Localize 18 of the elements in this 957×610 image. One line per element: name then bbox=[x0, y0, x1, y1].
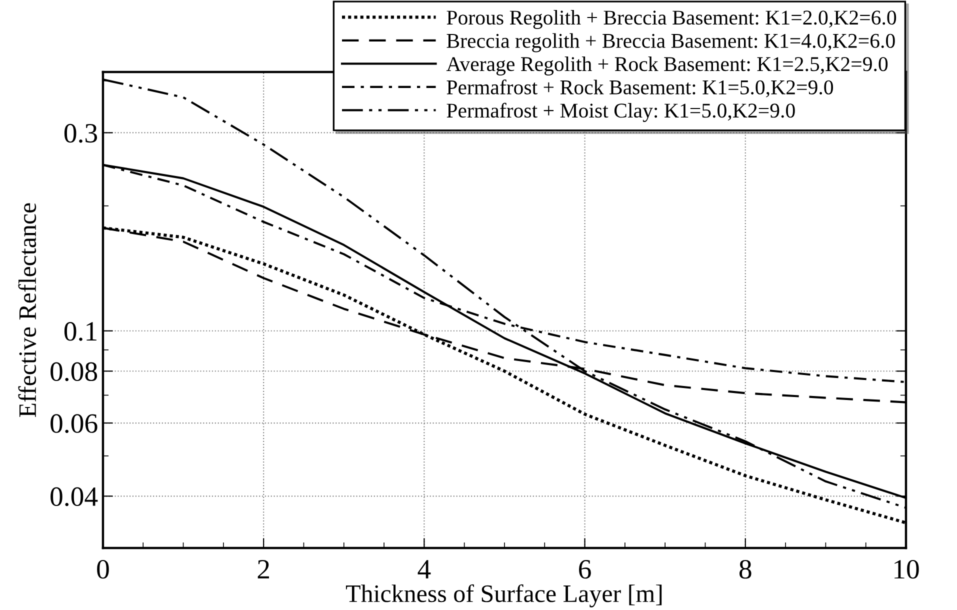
y-axis-title: Effective Reflectance bbox=[18, 203, 36, 418]
legend-label: Porous Regolith + Breccia Basement: K1=2.0,K2=6.0 bbox=[446, 10, 896, 29]
legend-label: Permafrost + Moist Clay: K1=5.0,K2=9.0 bbox=[446, 102, 795, 122]
y-tick-label: 0.3 bbox=[64, 124, 98, 143]
legend-label: Permafrost + Rock Basement: K1=5.0,K2=9.0 bbox=[446, 80, 834, 98]
x-tick-label: 0 bbox=[97, 560, 109, 579]
x-tick-label: 4 bbox=[418, 560, 431, 578]
y-tick-label: 0.08 bbox=[50, 362, 98, 382]
y-tick-label: 0.06 bbox=[50, 414, 98, 434]
x-tick-label: 2 bbox=[258, 560, 269, 578]
x-tick-label: 10 bbox=[894, 560, 919, 579]
x-tick-label: 8 bbox=[740, 560, 752, 579]
legend-label: Average Regolith + Rock Basement: K1=2.5,K2=9.0 bbox=[446, 56, 888, 76]
x-tick-label: 6 bbox=[579, 560, 591, 579]
y-tick-label: 0.1 bbox=[64, 322, 96, 341]
y-tick-label: 0.04 bbox=[50, 487, 98, 506]
legend-label: Breccia regolith + Breccia Basement: K1=4.0,K2=6.0 bbox=[446, 33, 895, 52]
x-axis-title: Thickness of Surface Layer [m] bbox=[346, 584, 662, 608]
